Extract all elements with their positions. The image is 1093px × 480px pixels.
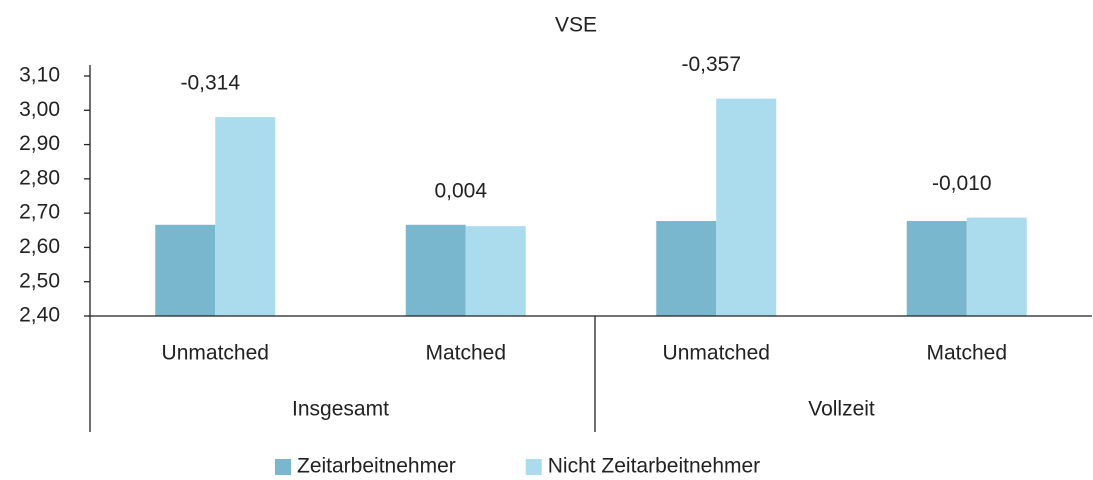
bar	[716, 98, 777, 316]
legend-swatch	[275, 459, 291, 475]
bar	[405, 224, 466, 316]
x-tick-label: Unmatched	[663, 342, 770, 365]
bar	[215, 117, 276, 317]
y-tick-label: 2,70	[19, 201, 60, 224]
y-tick-label: 2,60	[19, 235, 60, 258]
y-tick-label: 2,40	[19, 304, 60, 327]
difference-label: -0,010	[932, 172, 992, 195]
difference-label: 0,004	[434, 179, 487, 202]
x-tick-label: Matched	[926, 342, 1007, 365]
legend-label: Zeitarbeitnehmer	[297, 455, 456, 478]
y-tick-label: 3,10	[19, 64, 60, 87]
x-tick-label: Matched	[425, 342, 506, 365]
bar	[966, 217, 1027, 316]
bar	[906, 221, 967, 316]
group-label: Insgesamt	[292, 398, 389, 421]
y-tick-label: 2,80	[19, 166, 60, 189]
legend-swatch	[525, 459, 542, 475]
bar	[155, 224, 216, 316]
x-tick-label: Unmatched	[162, 342, 269, 365]
bar	[465, 226, 526, 316]
difference-label: -0,357	[681, 53, 741, 76]
y-tick-label: 2,90	[19, 132, 60, 155]
y-tick-label: 2,50	[19, 269, 60, 292]
difference-label: -0,314	[180, 72, 240, 95]
group-label: Vollzeit	[808, 398, 875, 421]
bar	[656, 221, 717, 316]
chart-title: VSE	[555, 14, 597, 37]
legend-label: Nicht Zeitarbeitnehmer	[548, 455, 760, 478]
y-tick-label: 3,00	[19, 98, 60, 121]
